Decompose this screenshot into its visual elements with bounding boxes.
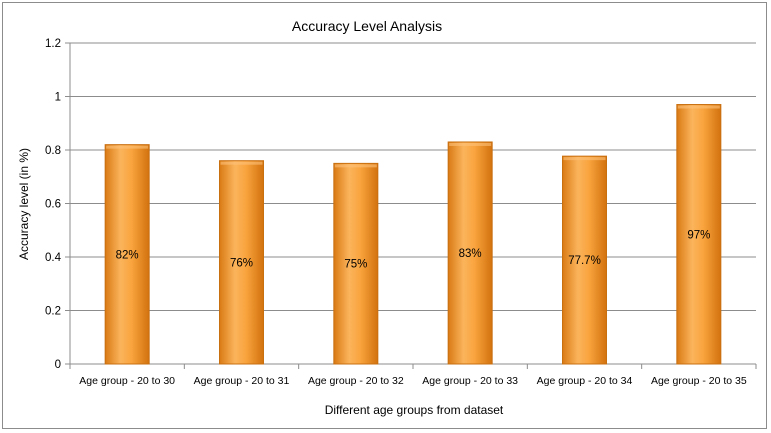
x-tick-label: Age group - 20 to 34 (537, 375, 633, 387)
y-tick-label: 0.8 (45, 145, 61, 157)
data-label-3: 75% (344, 259, 367, 271)
x-tick-label: Age group - 20 to 33 (422, 375, 518, 387)
bar-cap (563, 157, 606, 161)
x-tick-label: Age group - 20 to 32 (308, 375, 404, 387)
bar-cap (449, 142, 492, 146)
bar-cap (677, 105, 720, 109)
x-tick-label: Age group - 20 to 30 (79, 375, 175, 387)
data-label-6: 97% (687, 229, 710, 241)
data-label-1: 82% (116, 249, 139, 261)
x-tick-label: Age group - 20 to 35 (651, 375, 747, 387)
y-tick-label: 1.2 (45, 38, 61, 50)
bar-cap (106, 145, 149, 149)
bar-2 (219, 160, 264, 365)
y-tick-label: 0.2 (45, 306, 61, 318)
bar-cap (334, 164, 377, 168)
y-tick-label: 0.6 (45, 199, 61, 211)
y-tick-label: 1 (55, 92, 61, 104)
bar-4 (447, 141, 493, 365)
data-label-2: 76% (230, 257, 253, 269)
y-axis-label: Accuracy level (in %) (17, 148, 31, 260)
y-tick-label: 0.4 (45, 252, 62, 264)
bar-cap (220, 161, 263, 165)
bar-5 (562, 155, 607, 365)
data-label-5: 77.7% (568, 255, 601, 267)
y-tick-label: 0 (55, 359, 61, 371)
chart-title: Accuracy Level Analysis (292, 18, 442, 34)
x-axis-label: Different age groups from dataset (325, 403, 504, 417)
bar-1 (104, 144, 150, 365)
data-label-4: 83% (459, 248, 482, 260)
x-tick-label: Age group - 20 to 31 (194, 375, 290, 387)
bar-3 (333, 162, 379, 365)
bar-6 (676, 104, 722, 365)
